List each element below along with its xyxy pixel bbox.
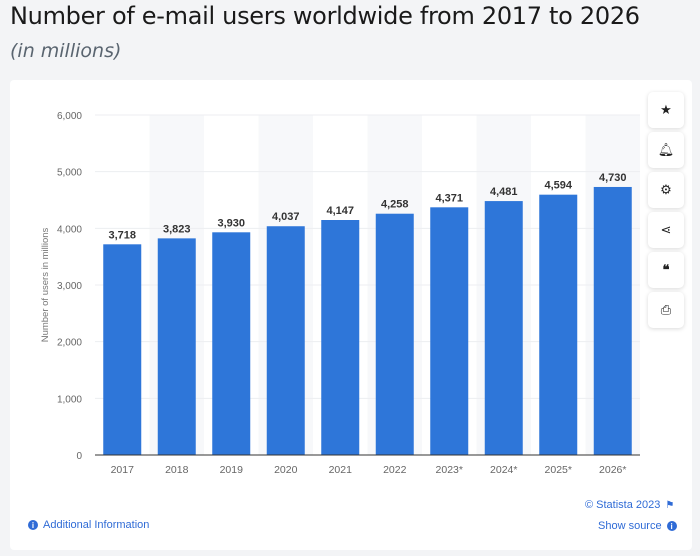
- y-tick-label: 2,000: [57, 338, 82, 349]
- data-label: 4,371: [435, 192, 463, 204]
- data-label: 4,481: [490, 186, 518, 198]
- print-button[interactable]: ⎙: [648, 292, 684, 328]
- x-tick-label: 2019: [220, 464, 244, 476]
- data-label: 3,930: [217, 217, 245, 229]
- y-tick-label: 3,000: [57, 281, 82, 292]
- flag-icon: ⚑: [665, 499, 675, 511]
- bar: [484, 201, 523, 455]
- star-icon: ★: [660, 102, 672, 117]
- data-label: 3,718: [108, 229, 136, 241]
- share-icon: ⋖: [660, 222, 672, 237]
- bar: [321, 220, 360, 455]
- bar: [375, 213, 414, 455]
- gear-icon: ⚙: [660, 182, 672, 197]
- bell-icon: 🔔︎: [657, 142, 675, 157]
- x-tick-label: 2026*: [599, 464, 626, 476]
- data-label: 4,258: [381, 199, 409, 211]
- data-label: 3,823: [163, 223, 191, 235]
- favorite-button[interactable]: ★: [648, 92, 684, 128]
- print-icon: ⎙: [660, 302, 672, 317]
- y-axis-label: Number of users in millions: [40, 227, 51, 342]
- additional-info-text: Additional Information: [43, 519, 150, 531]
- copyright-text: © Statista 2023: [585, 499, 661, 511]
- x-tick-label: 2025*: [545, 464, 572, 476]
- x-tick-label: 2020: [274, 464, 298, 476]
- x-tick-label: 2022: [383, 464, 407, 476]
- bar: [266, 226, 305, 455]
- x-tick-label: 2018: [165, 464, 189, 476]
- x-tick-label: 2021: [329, 464, 353, 476]
- quote-icon: ❝: [662, 262, 670, 277]
- additional-info-link[interactable]: i Additional Information: [28, 519, 149, 531]
- bar: [212, 232, 251, 455]
- bar: [430, 207, 469, 455]
- show-source-text: Show source: [598, 520, 662, 532]
- x-tick-label: 2017: [111, 464, 135, 476]
- bar: [539, 194, 578, 455]
- settings-button[interactable]: ⚙: [648, 172, 684, 208]
- cite-button[interactable]: ❝: [648, 252, 684, 288]
- y-tick-label: 5,000: [57, 168, 82, 179]
- data-label: 4,037: [272, 211, 300, 223]
- y-tick-label: 0: [76, 451, 82, 462]
- bar: [157, 238, 196, 455]
- info-icon: i: [28, 520, 38, 530]
- y-tick-label: 4,000: [57, 224, 82, 235]
- share-button[interactable]: ⋖: [648, 212, 684, 248]
- data-label: 4,730: [599, 172, 627, 184]
- y-tick-label: 1,000: [57, 394, 82, 405]
- data-label: 4,147: [326, 205, 354, 217]
- bar: [593, 186, 632, 455]
- y-tick-label: 6,000: [57, 111, 82, 122]
- toolbar: ★ 🔔︎ ⚙ ⋖ ❝ ⎙: [648, 92, 684, 332]
- page-subtitle: (in millions): [10, 40, 122, 62]
- show-source-link[interactable]: Show source i: [598, 520, 677, 532]
- copyright-link[interactable]: © Statista 2023 ⚑: [585, 499, 674, 511]
- page-title: Number of e-mail users worldwide from 20…: [10, 2, 640, 30]
- x-tick-label: 2023*: [436, 464, 463, 476]
- x-tick-label: 2024*: [490, 464, 517, 476]
- notify-button[interactable]: 🔔︎: [648, 132, 684, 168]
- data-label: 4,594: [544, 180, 572, 192]
- bar: [103, 244, 142, 455]
- info-icon: i: [666, 521, 677, 531]
